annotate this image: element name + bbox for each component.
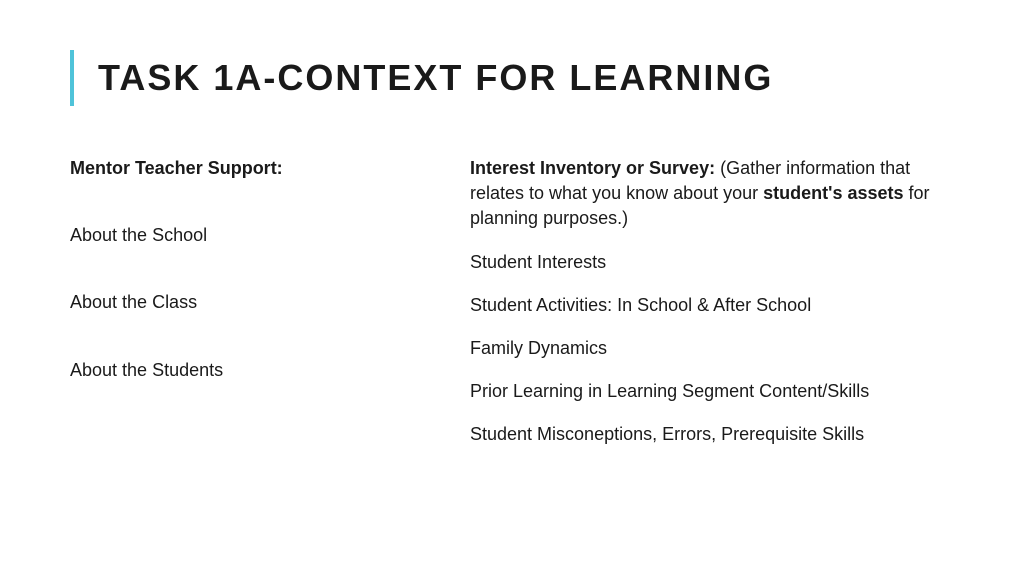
left-heading: Mentor Teacher Support: [70, 156, 430, 181]
right-column: Interest Inventory or Survey: (Gather in… [470, 156, 954, 466]
right-heading-bold2: student's assets [763, 183, 903, 203]
title-block: TASK 1A-CONTEXT FOR LEARNING [70, 50, 954, 106]
left-item: About the Class [70, 290, 430, 315]
slide: TASK 1A-CONTEXT FOR LEARNING Mentor Teac… [0, 0, 1024, 576]
left-item: About the School [70, 223, 430, 248]
content-columns: Mentor Teacher Support: About the School… [70, 156, 954, 466]
accent-bar [70, 50, 74, 106]
slide-title: TASK 1A-CONTEXT FOR LEARNING [98, 58, 773, 98]
right-heading-bold: Interest Inventory or Survey: [470, 158, 720, 178]
left-column: Mentor Teacher Support: About the School… [70, 156, 430, 466]
left-item: About the Students [70, 358, 430, 383]
right-item: Student Activities: In School & After Sc… [470, 293, 954, 318]
right-item: Student Interests [470, 250, 954, 275]
right-item: Prior Learning in Learning Segment Conte… [470, 379, 954, 404]
right-item: Student Misconeptions, Errors, Prerequis… [470, 422, 954, 447]
right-heading: Interest Inventory or Survey: (Gather in… [470, 156, 954, 232]
right-item: Family Dynamics [470, 336, 954, 361]
